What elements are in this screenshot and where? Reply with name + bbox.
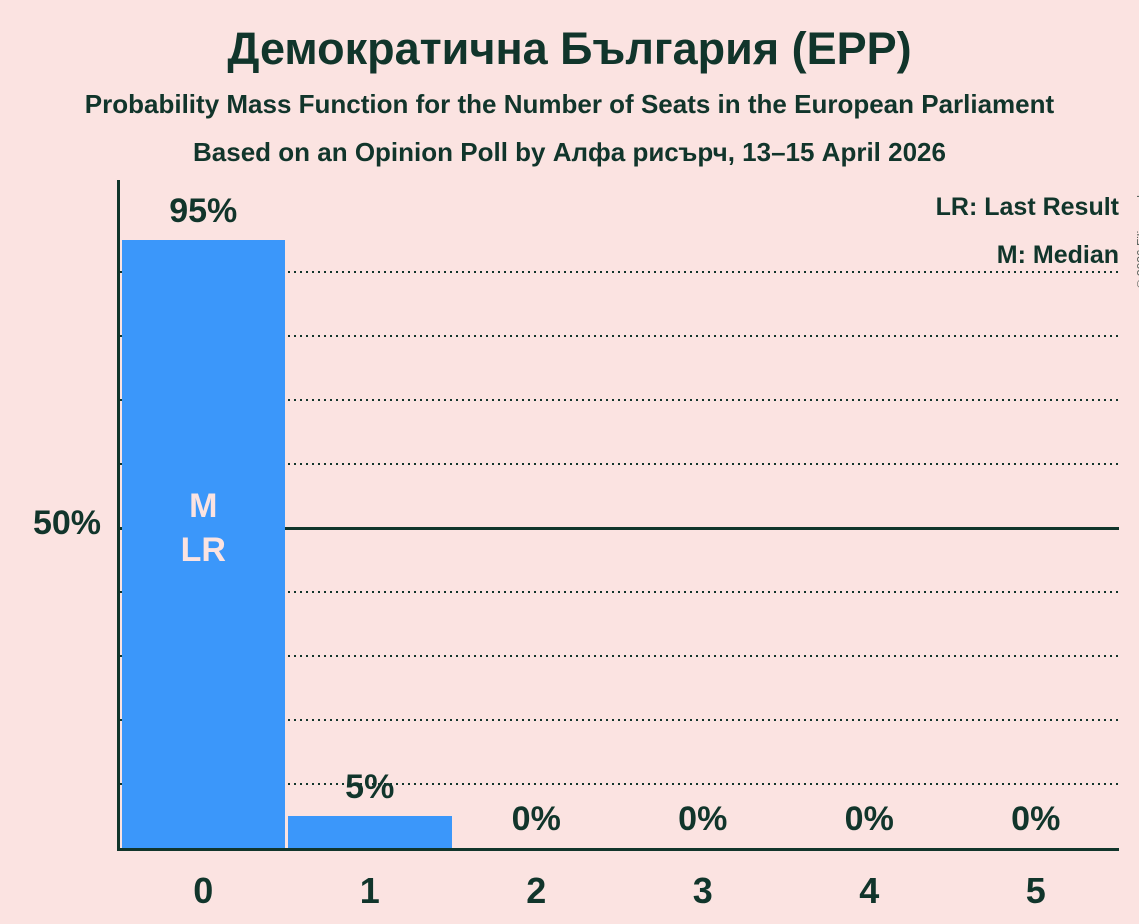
chart-title: Демократична България (EPP) xyxy=(227,23,912,74)
x-tick-label-1: 1 xyxy=(359,870,380,911)
bar-value-label-3: 0% xyxy=(678,800,728,838)
gridline-40pct xyxy=(120,591,1119,593)
legend-median: M: Median xyxy=(996,241,1119,269)
bar-seats-0 xyxy=(121,240,285,848)
gridline-10pct xyxy=(120,783,1119,785)
bar-value-label-5: 0% xyxy=(1011,800,1061,838)
marker-line-m: M xyxy=(189,487,218,525)
gridline-70pct xyxy=(120,399,1119,401)
bar-value-label-0: 95% xyxy=(169,192,238,230)
bar-value-label-4: 0% xyxy=(844,800,894,838)
copyright-notice: © 2026 Filip van Laenen xyxy=(1134,158,1139,288)
chart-legend: LR: Last Result M: Median xyxy=(936,183,1119,279)
x-tick-label-4: 4 xyxy=(859,870,880,911)
y-axis-tick-label: 50% xyxy=(32,504,101,542)
x-tick-label-5: 5 xyxy=(1025,870,1046,911)
gridline-20pct xyxy=(120,719,1119,721)
median-last-result-marker: M LR xyxy=(120,484,287,572)
poll-source-line: Based on an Opinion Poll by Алфа рисърч,… xyxy=(193,137,946,167)
gridline-50pct-solid xyxy=(120,526,1119,530)
x-tick-label-2: 2 xyxy=(526,870,547,911)
gridline-90pct xyxy=(120,271,1119,273)
marker-line-lr: LR xyxy=(180,531,226,569)
x-tick-label-0: 0 xyxy=(193,870,214,911)
bar-value-label-1: 5% xyxy=(345,768,395,806)
gridline-60pct xyxy=(120,463,1119,465)
x-axis-line xyxy=(117,848,1119,851)
gridline-80pct xyxy=(120,335,1119,337)
gridline-30pct xyxy=(120,655,1119,657)
legend-last-result: LR: Last Result xyxy=(935,193,1119,221)
chart-subtitle: Probability Mass Function for the Number… xyxy=(84,89,1055,119)
plot-area: 95% 0 5% 1 0% 2 0% 3 0% 4 0% 5 M LR xyxy=(117,180,1119,909)
x-tick-label-3: 3 xyxy=(692,870,713,911)
bar-value-label-2: 0% xyxy=(511,800,561,838)
y-axis-line xyxy=(117,180,120,851)
bar-seats-1 xyxy=(288,816,452,848)
